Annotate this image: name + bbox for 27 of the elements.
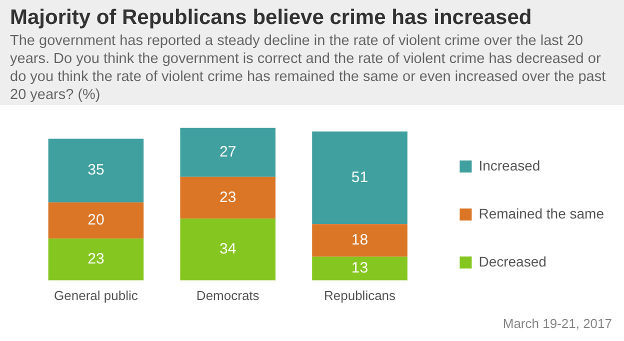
data-label: 27 bbox=[220, 144, 236, 161]
text: March 19-21, 2017 bbox=[502, 316, 612, 331]
chart-subtitle: The government has reported a steady decline in the rate of violent crime over the last 20 years. Do you think the government is correct and the rate of violent crime has decreased or do you think the rate of violent crime has remained the same or even increased over the past 20 years? (%) bbox=[10, 32, 607, 104]
data-label: 23 bbox=[220, 188, 236, 206]
legend-label: Decreased bbox=[478, 253, 546, 270]
bar bbox=[180, 128, 276, 177]
bar bbox=[48, 238, 144, 280]
bar bbox=[312, 132, 408, 224]
bar bbox=[48, 138, 144, 202]
data-label: 13 bbox=[351, 260, 368, 277]
data-label: 18 bbox=[351, 232, 368, 249]
bar bbox=[180, 218, 276, 280]
legend-label: Remained the same bbox=[478, 205, 604, 222]
x-tick-label: Democrats bbox=[196, 288, 260, 303]
data-label: 34 bbox=[220, 240, 236, 258]
data-label: 20 bbox=[88, 212, 104, 229]
legend-label: Increased bbox=[478, 157, 540, 174]
bar bbox=[180, 176, 276, 219]
x-tick-label: General public bbox=[54, 288, 138, 303]
chart-title: Majority of Republicans believe crime has increased bbox=[10, 6, 533, 30]
bar bbox=[312, 256, 408, 280]
bar bbox=[48, 202, 144, 239]
data-label: 23 bbox=[88, 250, 104, 268]
data-label: 51 bbox=[351, 168, 368, 186]
x-tick-label: Republicans bbox=[324, 288, 396, 303]
data-label: 35 bbox=[88, 162, 104, 179]
bar bbox=[312, 224, 408, 257]
